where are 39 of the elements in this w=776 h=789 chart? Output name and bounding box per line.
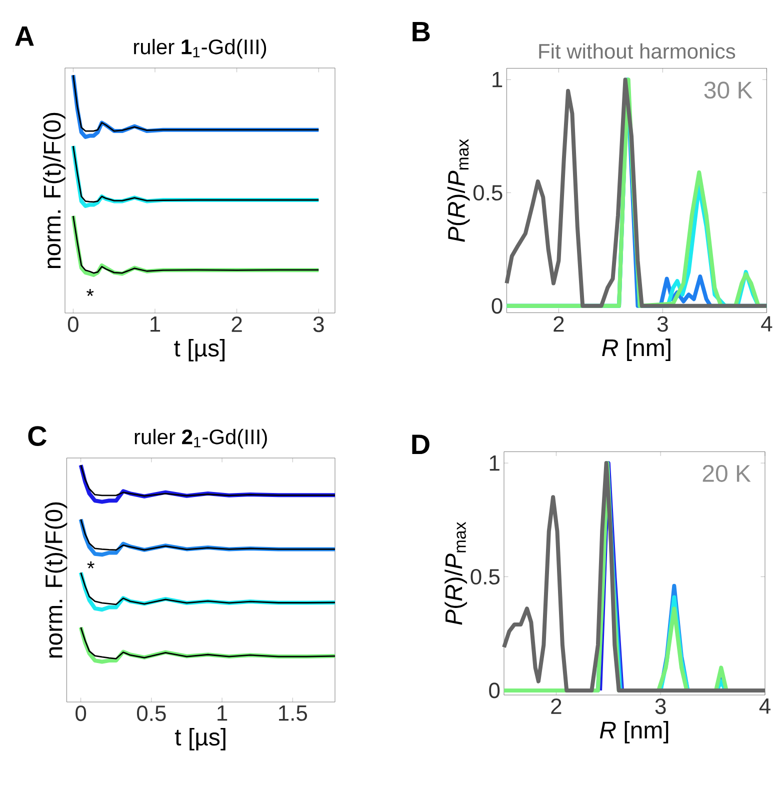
- x-tick-label: 2: [554, 316, 564, 332]
- x-tick-label: 1: [150, 316, 160, 332]
- x-tick-label: 3: [657, 316, 668, 332]
- y-tick-label: 0.5: [470, 568, 500, 585]
- text: A: [15, 26, 34, 46]
- chart-title: Fit without harmonics: [539, 43, 736, 59]
- y-tick-label: 0: [489, 682, 500, 698]
- x-tick-label: 0: [68, 316, 78, 332]
- text: B: [412, 22, 430, 42]
- x-tick-label: 2: [232, 316, 242, 332]
- y-tick-label: 0.5: [473, 184, 502, 201]
- text: C: [28, 426, 46, 446]
- annotation: 20 K: [702, 464, 751, 482]
- x-axis-title: t [µs]: [174, 338, 224, 362]
- x-axis-title: R [nm]: [600, 720, 668, 744]
- x-tick-label: 4: [759, 698, 770, 714]
- x-tick-label: 1: [218, 706, 228, 721]
- chart-title: ruler 1$_{1}$-Gd(III): [134, 38, 266, 58]
- x-tick-label: 1.5: [278, 706, 307, 721]
- y-axis-title: P(R)/P$_{max}$: [447, 139, 470, 242]
- x-tick-label: 3: [313, 316, 324, 332]
- x-axis-title: R [nm]: [602, 338, 670, 362]
- x-tick-label: 4: [761, 316, 772, 332]
- x-axis-title: t [µs]: [174, 728, 226, 750]
- annotation: 30 K: [704, 82, 752, 99]
- annotation: *: [87, 561, 94, 568]
- text: D: [412, 434, 430, 454]
- y-tick-label: 0: [492, 298, 502, 314]
- x-tick-label: 0.5: [136, 706, 166, 722]
- annotation: *: [86, 288, 94, 296]
- y-axis-title: norm. F(t)/F(0): [43, 112, 66, 268]
- x-tick-label: 3: [655, 698, 666, 714]
- y-axis-title: norm. F(t)/F(0): [44, 502, 68, 658]
- x-tick-label: 2: [551, 698, 562, 714]
- x-tick-label: 0: [76, 706, 86, 722]
- y-tick-label: 1: [490, 455, 500, 471]
- y-axis-title: P(R)/P$_{max}$: [444, 522, 467, 625]
- y-tick-label: 1: [492, 72, 502, 88]
- chart-title: ruler 2$_{1}$-Gd(III): [134, 428, 267, 448]
